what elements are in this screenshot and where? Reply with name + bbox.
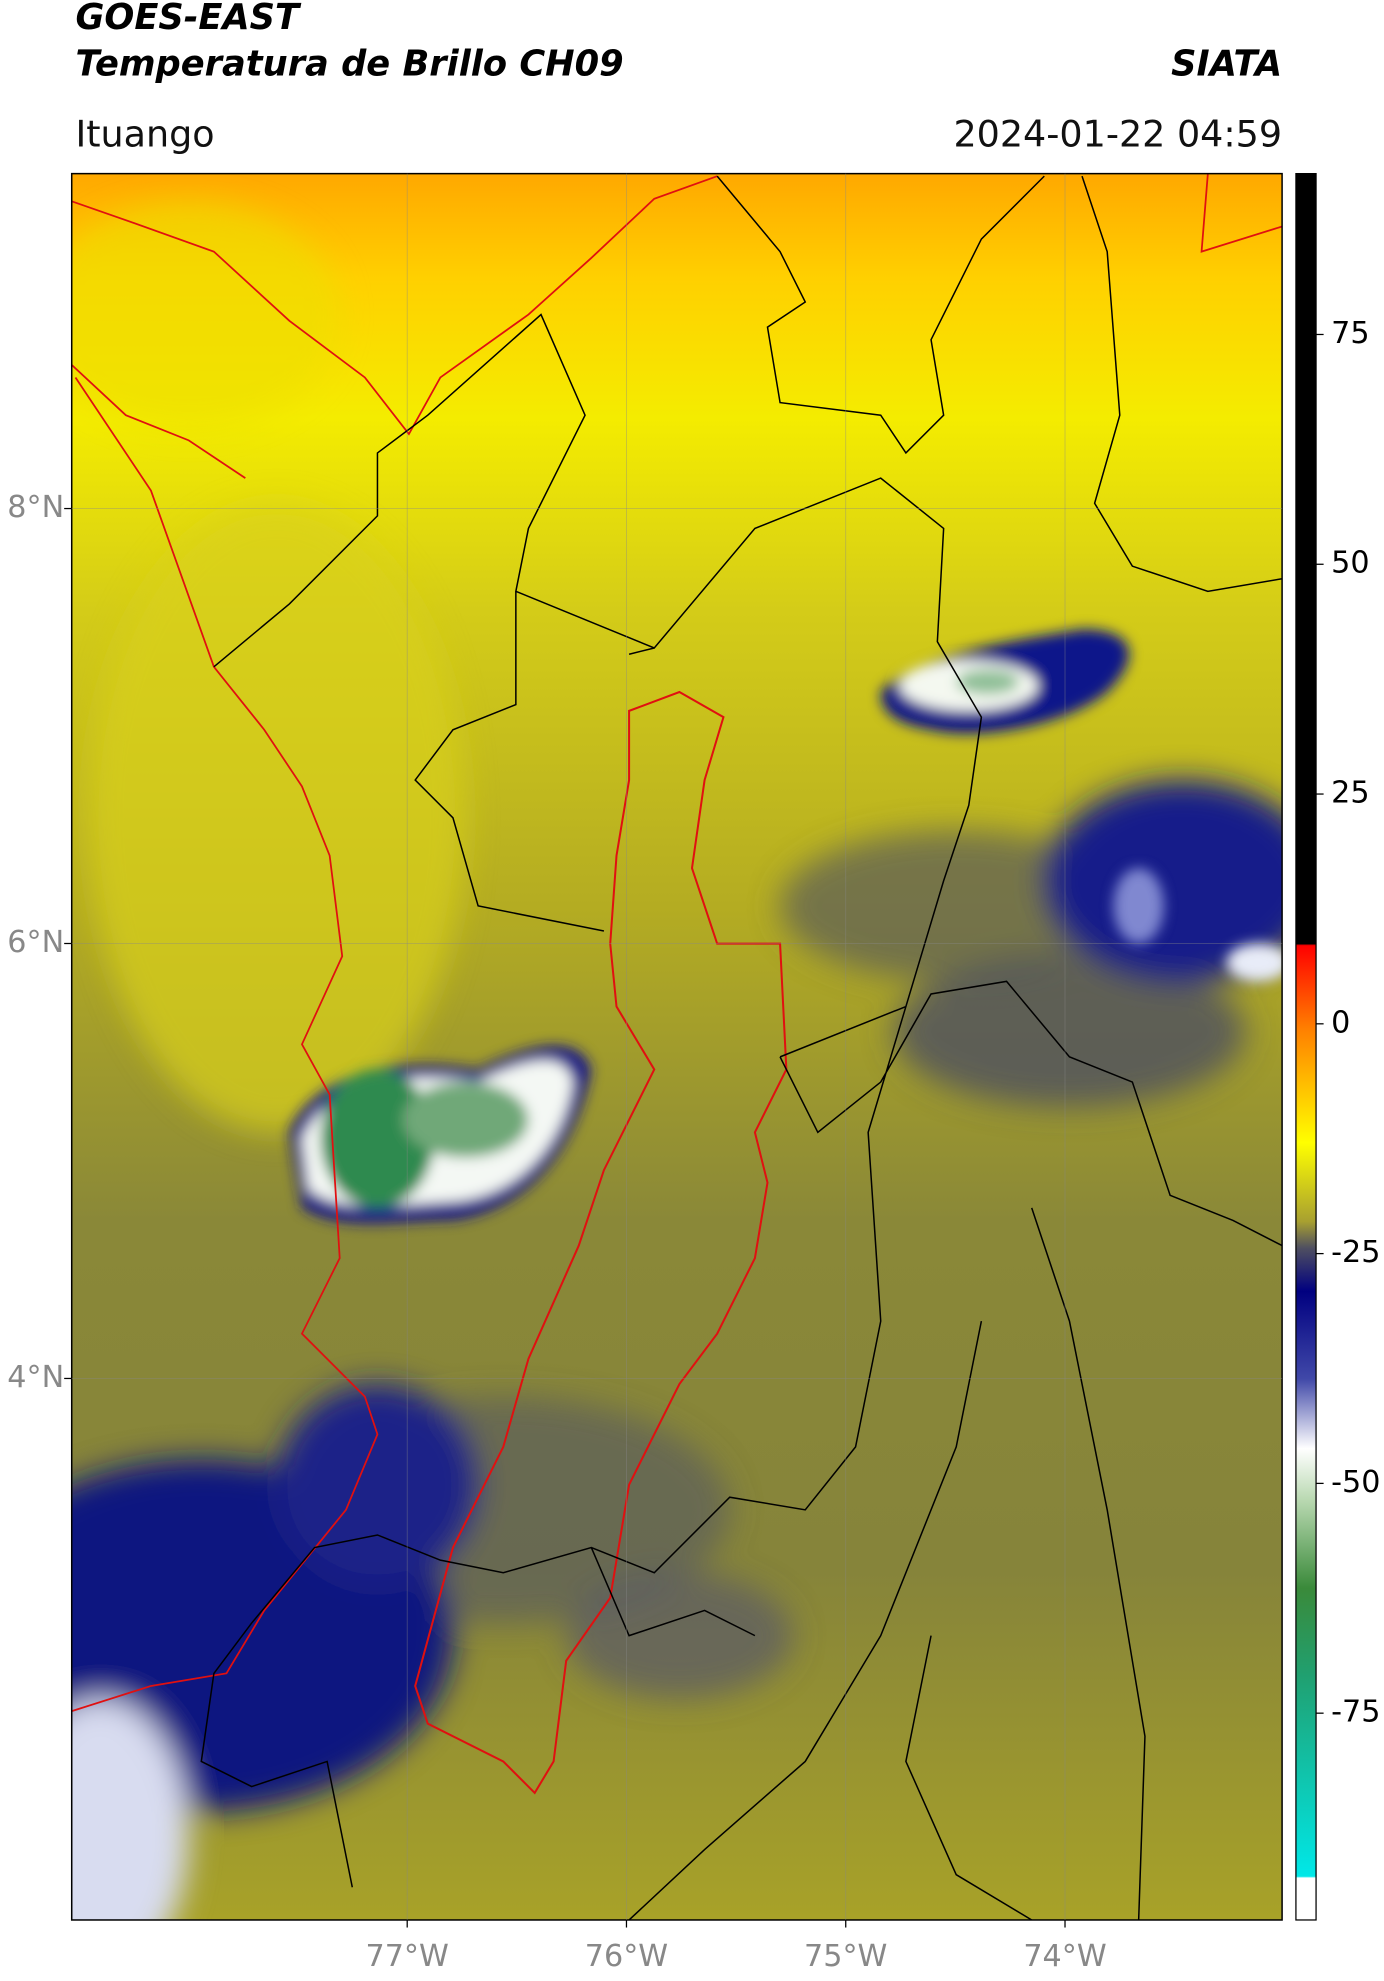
y-tick-label: 6°N — [7, 925, 64, 960]
x-tick-label: 77°W — [366, 1939, 449, 1974]
map-image — [71, 173, 1283, 1920]
colorbar — [1295, 172, 1317, 1921]
y-tick-label: 8°N — [7, 490, 64, 525]
colorbar-tick-label: -50 — [1331, 1465, 1380, 1500]
colorbar-tick-label: 25 — [1331, 776, 1369, 811]
colorbar-tick-label: 0 — [1331, 1005, 1350, 1040]
colorbar-tick-label: -25 — [1331, 1235, 1380, 1270]
source: SIATA — [1171, 43, 1282, 84]
colorbar-tick-label: -75 — [1331, 1695, 1380, 1730]
map-frame — [70, 172, 1283, 1921]
colorbar-tick-label: 50 — [1331, 546, 1369, 581]
subtitle: Temperatura de Brillo CH09 — [75, 43, 623, 84]
x-tick-label: 74°W — [1023, 1939, 1106, 1974]
x-tick-label: 75°W — [804, 1939, 887, 1974]
colorbar-tick-label: 75 — [1331, 316, 1369, 351]
location: Ituango — [75, 112, 214, 155]
axes: 77°W 76°W 75°W 74°W 4°N 6°N 8°N -75 -50 -25 0 25 50 7… — [7, 173, 1380, 1974]
title: GOES-EAST — [75, 0, 302, 38]
y-tick-label: 4°N — [7, 1360, 64, 1395]
x-tick-label: 76°W — [585, 1939, 668, 1974]
datetime: 2024-01-22 04:59 — [953, 112, 1282, 155]
